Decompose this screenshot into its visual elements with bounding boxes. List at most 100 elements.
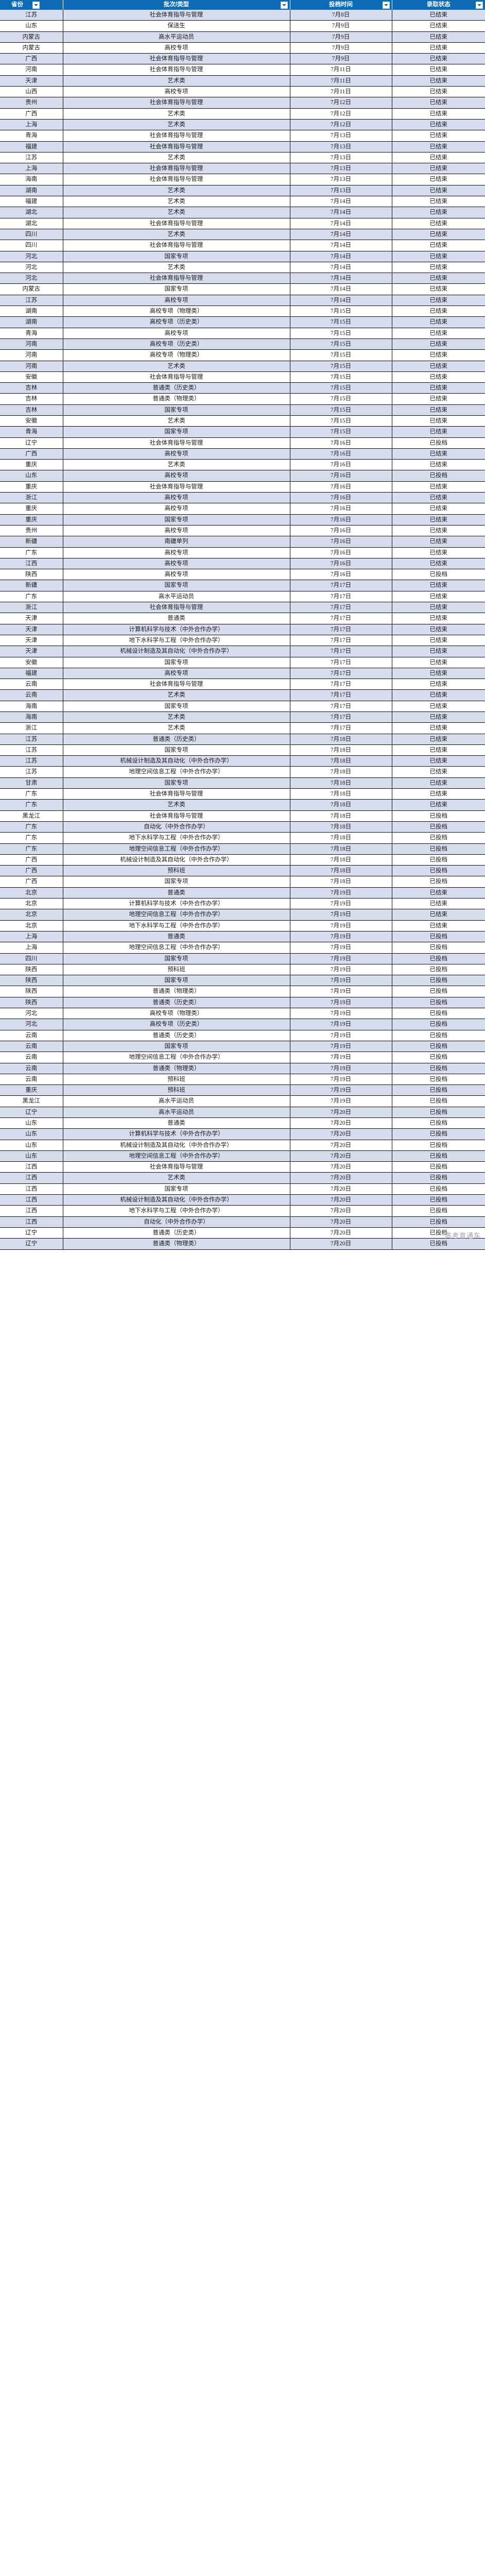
cell-status: 已结束 <box>392 415 485 427</box>
cell-submit-time: 7月20日 <box>290 1161 392 1173</box>
cell-submit-time: 7月19日 <box>290 1074 392 1086</box>
column-header-status[interactable]: 录取状态 <box>392 0 485 10</box>
cell-province: 内蒙古 <box>0 31 63 43</box>
table-row: 安徽 国家专项 7月17日 已结束 <box>0 657 485 668</box>
cell-status: 已投档 <box>392 1150 485 1162</box>
cell-submit-time: 7月19日 <box>290 1019 392 1030</box>
table-row: 河北 艺术类 7月14日 已结束 <box>0 262 485 274</box>
cell-province: 河南 <box>0 64 63 76</box>
table-row: 广西 国家专项 7月18日 已投档 <box>0 876 485 888</box>
table-row: 湖南 高校专项（物理类） 7月15日 已结束 <box>0 306 485 317</box>
cell-submit-time: 7月17日 <box>290 689 392 701</box>
cell-province: 湖南 <box>0 185 63 197</box>
cell-batch-type: 机械设计制造及其自动化（中外合作办学） <box>63 1140 290 1151</box>
table-row: 甘肃 国家专项 7月18日 已结束 <box>0 777 485 789</box>
cell-province: 重庆 <box>0 481 63 493</box>
cell-submit-time: 7月20日 <box>290 1107 392 1118</box>
table-row: 广东 高水平运动员 7月17日 已结束 <box>0 591 485 603</box>
cell-submit-time: 7月19日 <box>290 920 392 931</box>
cell-submit-time: 7月20日 <box>290 1140 392 1151</box>
cell-batch-type: 地理空间信息工程（中外合作办学） <box>63 1150 290 1162</box>
table-row: 广东 自动化（中外合作办学） 7月18日 已投档 <box>0 821 485 833</box>
cell-batch-type: 高校专项 <box>63 525 290 537</box>
cell-status: 已结束 <box>392 42 485 54</box>
cell-submit-time: 7月17日 <box>290 580 392 591</box>
cell-province: 吉林 <box>0 404 63 416</box>
cell-submit-time: 7月16日 <box>290 525 392 537</box>
column-header-province[interactable]: 省份 <box>0 0 63 10</box>
cell-submit-time: 7月18日 <box>290 843 392 855</box>
cell-submit-time: 7月20日 <box>290 1117 392 1129</box>
cell-batch-type: 高校专项 <box>63 492 290 504</box>
table-row: 山东 高校专项 7月16日 已投档 <box>0 470 485 482</box>
table-row: 广东 地下水科学与工程（中外合作办学） 7月18日 已投档 <box>0 832 485 844</box>
cell-submit-time: 7月17日 <box>290 668 392 680</box>
cell-province: 江西 <box>0 1161 63 1173</box>
cell-status: 已投档 <box>392 1030 485 1041</box>
cell-submit-time: 7月9日 <box>290 20 392 32</box>
cell-status: 已结束 <box>392 130 485 142</box>
cell-batch-type: 艺术类 <box>63 185 290 197</box>
cell-submit-time: 7月15日 <box>290 393 392 405</box>
cell-status: 已结束 <box>392 196 485 208</box>
table-row: 北京 计算机科学与技术（中外合作办学） 7月19日 已结束 <box>0 898 485 910</box>
table-row: 吉林 普通类（物理类） 7月15日 已结束 <box>0 393 485 405</box>
cell-submit-time: 7月11日 <box>290 75 392 87</box>
cell-batch-type: 高校专项 <box>63 503 290 515</box>
cell-status: 已投档 <box>392 1216 485 1228</box>
cell-submit-time: 7月13日 <box>290 141 392 152</box>
table-row: 云南 普通类（历史类） 7月19日 已投档 <box>0 1030 485 1041</box>
cell-status: 已结束 <box>392 283 485 295</box>
cell-submit-time: 7月18日 <box>290 854 392 866</box>
cell-province: 广西 <box>0 53 63 65</box>
filter-dropdown-icon[interactable] <box>32 1 40 9</box>
column-header-submit-time[interactable]: 投档时间 <box>290 0 392 10</box>
cell-submit-time: 7月17日 <box>290 701 392 713</box>
table-row: 浙江 高校专项 7月16日 已结束 <box>0 492 485 504</box>
table-row: 新疆 南疆单列 7月16日 已结束 <box>0 536 485 548</box>
table-row: 四川 社会体育指导与管理 7月14日 已结束 <box>0 240 485 251</box>
cell-status: 已结束 <box>392 744 485 756</box>
cell-status: 已投档 <box>392 1095 485 1107</box>
filter-dropdown-icon[interactable] <box>280 2 288 9</box>
cell-batch-type: 高校专项 <box>63 42 290 54</box>
cell-batch-type: 普通类 <box>63 613 290 624</box>
cell-batch-type: 普通类（物理类） <box>63 1238 290 1250</box>
filter-dropdown-icon[interactable] <box>476 2 483 9</box>
cell-submit-time: 7月20日 <box>290 1205 392 1217</box>
cell-province: 云南 <box>0 1063 63 1074</box>
table-row: 江苏 高校专项 7月14日 已结束 <box>0 295 485 307</box>
cell-province: 云南 <box>0 1030 63 1041</box>
cell-province: 湖北 <box>0 218 63 229</box>
cell-status: 已结束 <box>392 349 485 361</box>
cell-batch-type: 社会体育指导与管理 <box>63 130 290 142</box>
cell-batch-type: 艺术类 <box>63 119 290 131</box>
cell-submit-time: 7月18日 <box>290 810 392 822</box>
cell-batch-type: 社会体育指导与管理 <box>63 481 290 493</box>
table-row: 江西 地下水科学与工程（中外合作办学） 7月20日 已投档 <box>0 1205 485 1217</box>
cell-batch-type: 国家专项 <box>63 283 290 295</box>
cell-province: 陕西 <box>0 997 63 1009</box>
cell-submit-time: 7月17日 <box>290 602 392 614</box>
cell-submit-time: 7月15日 <box>290 338 392 350</box>
cell-province: 四川 <box>0 953 63 964</box>
cell-submit-time: 7月15日 <box>290 316 392 328</box>
cell-province: 江苏 <box>0 10 63 21</box>
filter-dropdown-icon[interactable] <box>382 2 390 9</box>
table-row: 河北 高校专项（历史类） 7月19日 已投档 <box>0 1019 485 1030</box>
cell-province: 新疆 <box>0 580 63 591</box>
cell-status: 已结束 <box>392 218 485 229</box>
column-header-batch-type[interactable]: 批次/类型 <box>63 0 290 10</box>
cell-batch-type: 国家专项 <box>63 1041 290 1053</box>
cell-province: 河北 <box>0 273 63 284</box>
cell-status: 已结束 <box>392 251 485 262</box>
table-row: 江西 自动化（中外合作办学） 7月20日 已投档 <box>0 1216 485 1228</box>
cell-province: 黑龙江 <box>0 810 63 822</box>
cell-province: 贵州 <box>0 525 63 537</box>
cell-status: 已结束 <box>392 262 485 274</box>
cell-province: 江西 <box>0 1205 63 1217</box>
table-row: 北京 地下水科学与工程（中外合作办学） 7月19日 已结束 <box>0 920 485 931</box>
cell-submit-time: 7月19日 <box>290 1063 392 1074</box>
cell-status: 已结束 <box>392 163 485 175</box>
table-row: 江西 高校专项 7月16日 已结束 <box>0 558 485 570</box>
